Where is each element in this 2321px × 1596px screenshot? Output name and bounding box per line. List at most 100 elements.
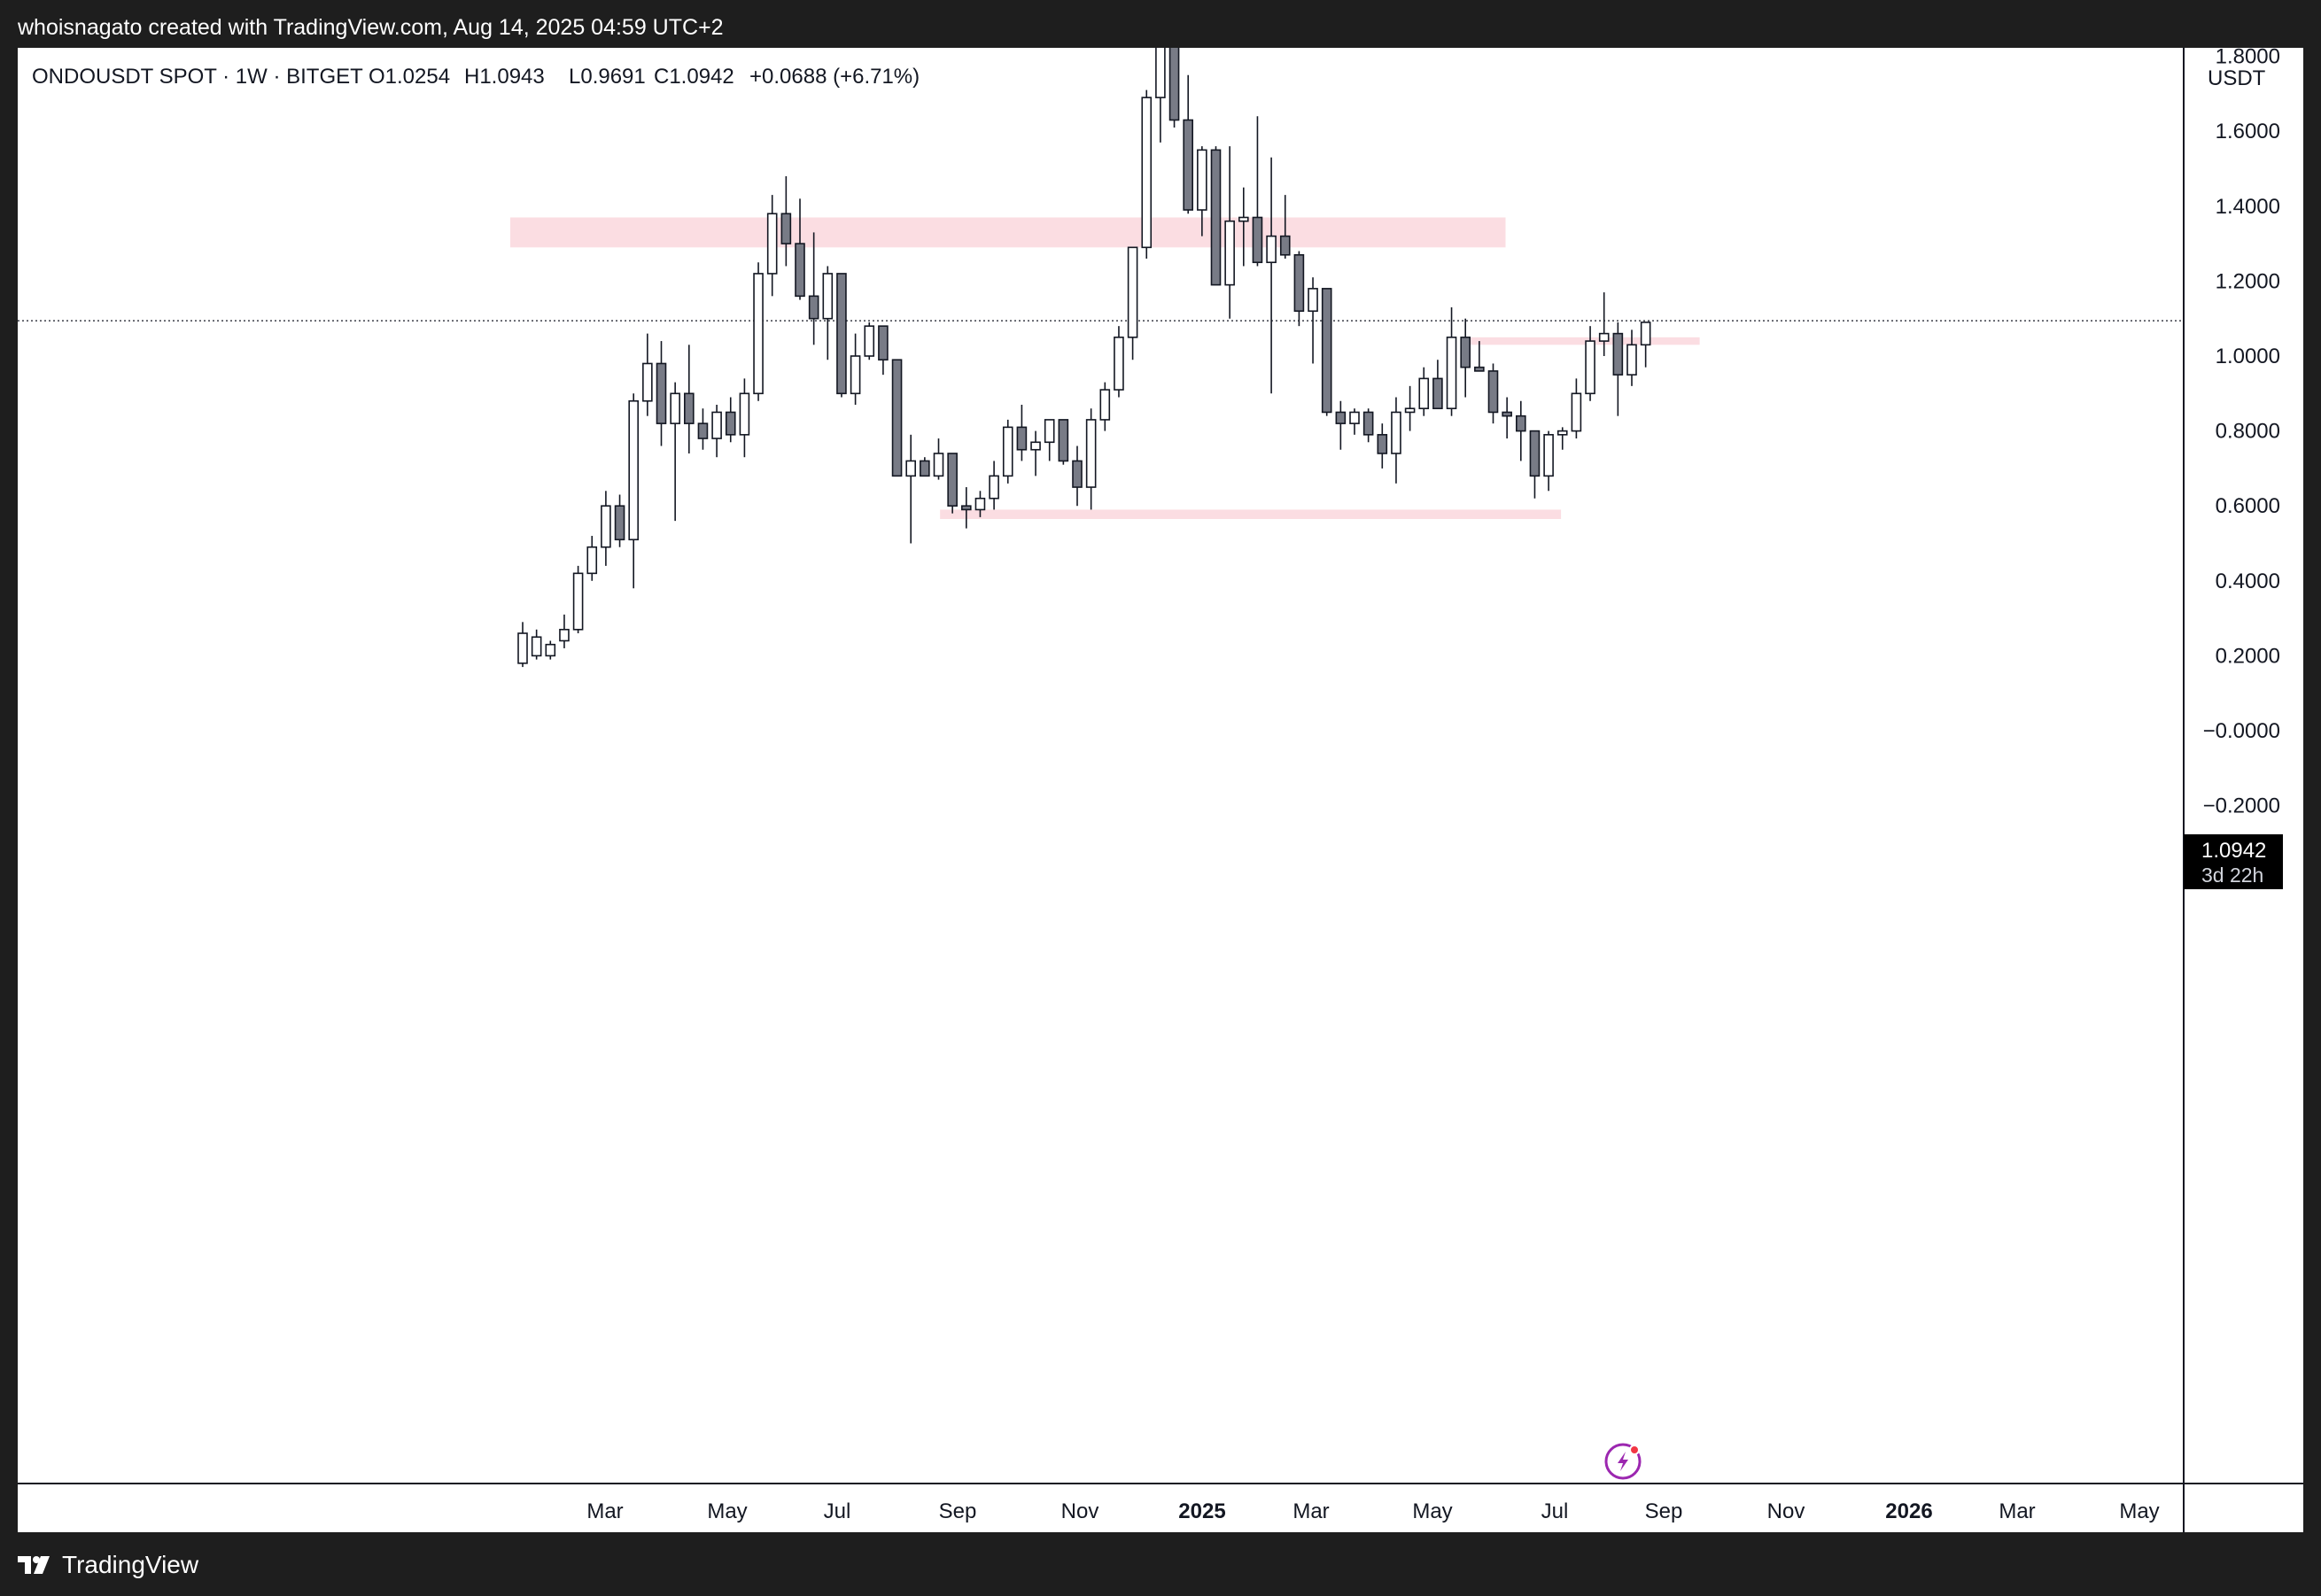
zone-2[interactable] xyxy=(1466,337,1700,345)
price-chart[interactable]: 3.00002.80002.60002.40002.20002.00001.80… xyxy=(18,0,2303,1532)
candle[interactable] xyxy=(850,333,861,405)
candle[interactable] xyxy=(1030,430,1041,476)
candle[interactable] xyxy=(1391,397,1401,484)
candle[interactable] xyxy=(1502,397,1512,439)
candle[interactable] xyxy=(1585,326,1595,401)
candle[interactable] xyxy=(1571,378,1582,439)
time-tick-label: 2025 xyxy=(1178,1499,1225,1523)
candle[interactable] xyxy=(517,622,528,668)
candle[interactable] xyxy=(1266,157,1277,394)
candle[interactable] xyxy=(601,491,611,566)
candle[interactable] xyxy=(614,494,625,547)
candle[interactable] xyxy=(836,273,847,398)
candle[interactable] xyxy=(1044,419,1055,461)
candle[interactable] xyxy=(545,640,556,660)
candle[interactable] xyxy=(1293,251,1305,327)
zone-1[interactable] xyxy=(940,509,1562,520)
time-scale[interactable]: Mar May Jul Sep Nov 2025 Mar May Jul Sep Nov 2026 Ma… xyxy=(586,1499,2159,1523)
candle[interactable] xyxy=(947,453,958,514)
price-tick-label: 1.0000 xyxy=(2216,345,2280,368)
candle[interactable] xyxy=(1058,419,1069,465)
candle[interactable] xyxy=(878,325,889,376)
candle[interactable] xyxy=(1016,404,1028,461)
candle[interactable] xyxy=(656,341,667,446)
candle[interactable] xyxy=(1446,307,1457,416)
candle[interactable] xyxy=(586,536,598,581)
candle[interactable] xyxy=(1002,419,1013,484)
candle[interactable] xyxy=(822,266,834,360)
candle[interactable] xyxy=(1460,318,1471,398)
candle[interactable] xyxy=(697,408,709,450)
candle[interactable] xyxy=(1197,146,1207,236)
time-tick-label: Nov xyxy=(1767,1499,1805,1523)
candle[interactable] xyxy=(1308,277,1318,364)
candle[interactable] xyxy=(1404,385,1416,431)
candle[interactable] xyxy=(1335,400,1347,450)
candle[interactable] xyxy=(1127,246,1138,360)
candle[interactable] xyxy=(1085,408,1097,510)
candle[interactable] xyxy=(753,262,764,401)
lightning-icon[interactable] xyxy=(1604,1443,1642,1480)
candle[interactable] xyxy=(766,195,778,297)
candle[interactable] xyxy=(1238,187,1249,267)
candle[interactable] xyxy=(1279,195,1291,260)
candle[interactable] xyxy=(1640,322,1651,368)
candle[interactable] xyxy=(1418,367,1430,416)
candle[interactable] xyxy=(1114,326,1124,398)
candle[interactable] xyxy=(795,198,805,300)
candle[interactable] xyxy=(1543,430,1554,492)
legend-close: C1.0942 xyxy=(654,65,734,89)
candle[interactable] xyxy=(808,232,819,345)
zone-0[interactable] xyxy=(510,217,1506,248)
candle[interactable] xyxy=(1072,445,1083,507)
candle[interactable] xyxy=(711,404,722,458)
candle[interactable] xyxy=(920,457,930,477)
candle[interactable] xyxy=(559,614,570,648)
candle[interactable] xyxy=(933,438,944,480)
candle[interactable] xyxy=(1349,408,1360,435)
candle[interactable] xyxy=(628,393,640,589)
candle[interactable] xyxy=(864,322,875,360)
candle[interactable] xyxy=(1252,116,1263,267)
candle[interactable] xyxy=(961,487,972,529)
candle[interactable] xyxy=(1598,292,1610,356)
candle[interactable] xyxy=(780,175,792,267)
candle[interactable] xyxy=(989,461,999,510)
candle[interactable] xyxy=(1432,360,1443,410)
candle[interactable] xyxy=(670,382,680,522)
candle-body xyxy=(1571,392,1582,432)
candle[interactable] xyxy=(1626,329,1637,386)
candle[interactable] xyxy=(1377,423,1388,469)
candle[interactable] xyxy=(1487,363,1499,424)
candle[interactable] xyxy=(1362,408,1374,443)
candle[interactable] xyxy=(1210,146,1222,286)
candle-body xyxy=(1349,411,1360,424)
candle[interactable] xyxy=(1556,427,1568,450)
candle[interactable] xyxy=(974,491,986,517)
candle[interactable] xyxy=(891,359,903,477)
candle[interactable] xyxy=(1224,146,1235,319)
candle-body xyxy=(1210,149,1222,286)
candle[interactable] xyxy=(1612,322,1624,416)
candle[interactable] xyxy=(1141,89,1153,260)
candle[interactable] xyxy=(572,565,584,634)
candle[interactable] xyxy=(1529,430,1541,499)
currency-label[interactable]: USDT xyxy=(2208,66,2266,90)
candle[interactable] xyxy=(1474,341,1485,372)
candle[interactable] xyxy=(1183,74,1193,214)
candle[interactable] xyxy=(1321,288,1332,416)
candle[interactable] xyxy=(725,397,736,443)
chart-frame[interactable]: 3.00002.80002.60002.40002.20002.00001.80… xyxy=(18,0,2303,1532)
candle[interactable] xyxy=(1168,0,1180,128)
candle[interactable] xyxy=(1516,400,1526,461)
candle-body xyxy=(1141,97,1153,249)
candle[interactable] xyxy=(531,629,542,660)
candle[interactable] xyxy=(1099,382,1111,431)
candle[interactable] xyxy=(683,345,695,453)
candle[interactable] xyxy=(642,333,653,416)
candle-body xyxy=(1460,337,1471,368)
candle-body xyxy=(1377,434,1388,454)
candle[interactable] xyxy=(905,434,917,544)
tradingview-brand[interactable]: TradingView xyxy=(18,1550,198,1580)
candle[interactable] xyxy=(739,378,750,458)
